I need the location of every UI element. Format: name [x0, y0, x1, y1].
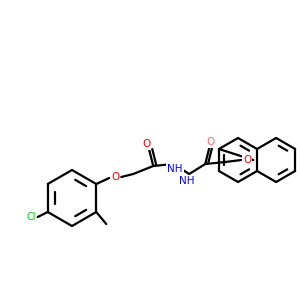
Text: NH: NH — [167, 164, 183, 174]
Text: O: O — [142, 139, 150, 149]
Text: O: O — [206, 137, 214, 147]
Text: O: O — [243, 155, 251, 165]
Text: NH: NH — [179, 176, 195, 186]
Text: O: O — [111, 172, 119, 182]
Text: Cl: Cl — [26, 212, 35, 222]
